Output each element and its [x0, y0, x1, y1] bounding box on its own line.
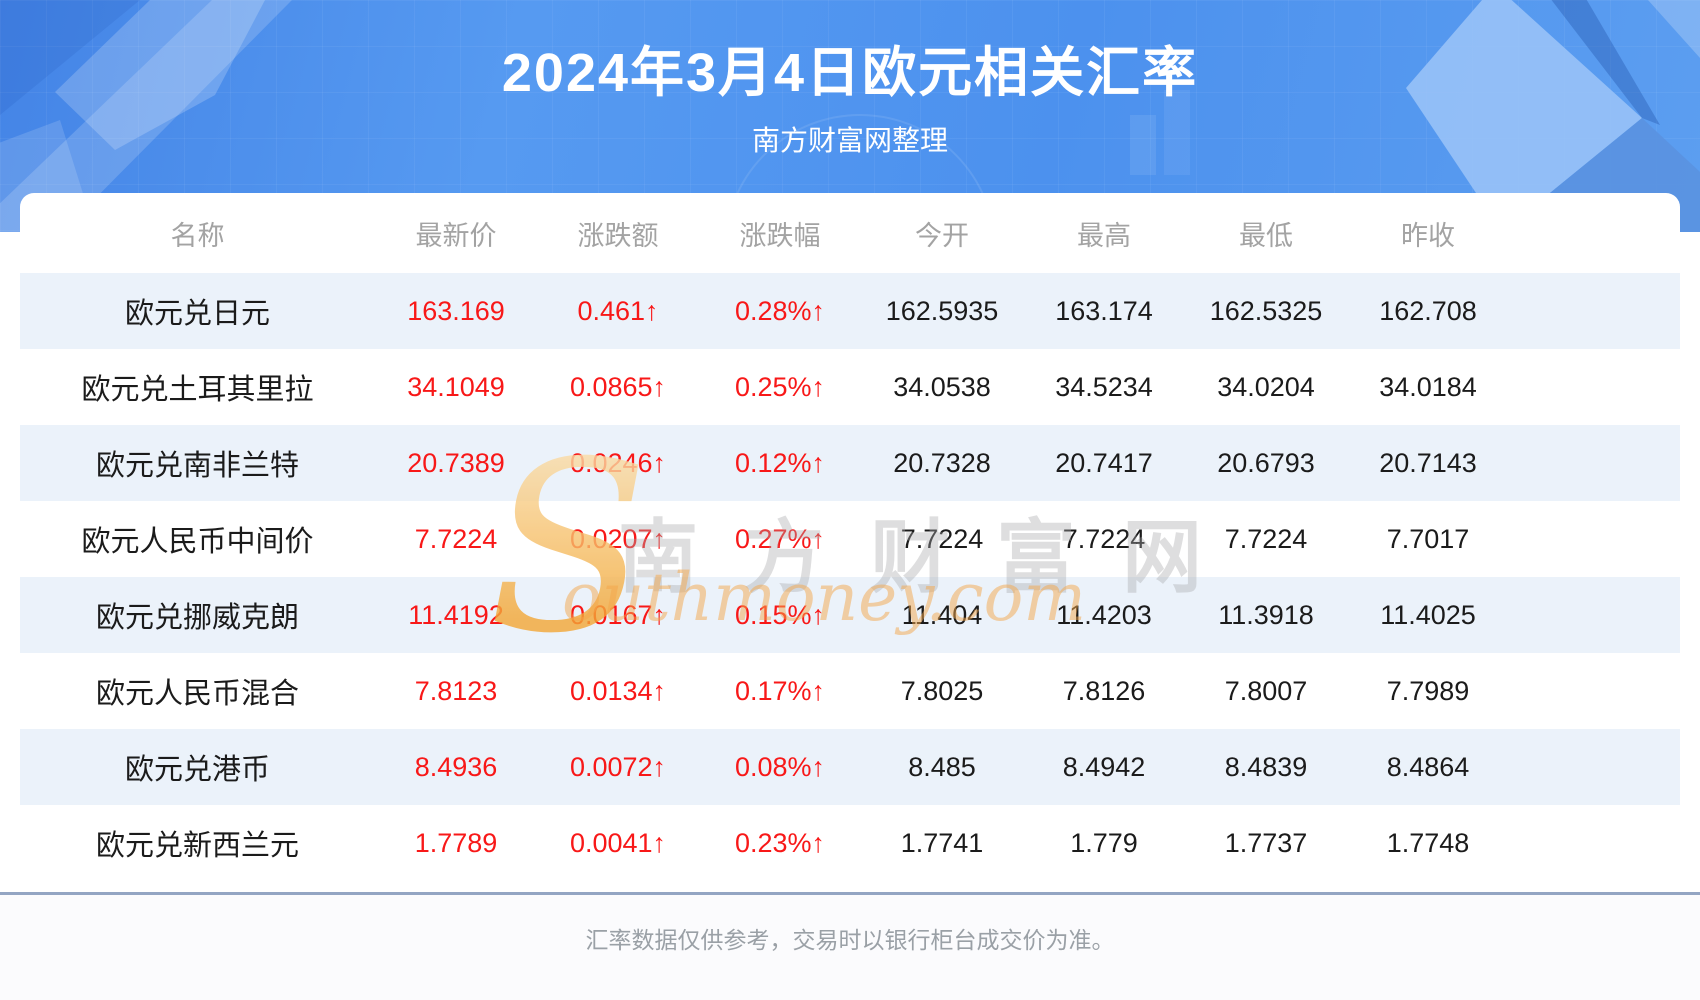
cell-name: 欧元人民币中间价: [81, 526, 314, 558]
cell-pct: 0.12%↑: [734, 447, 826, 478]
footer: 汇率数据仅供参考，交易时以银行柜台成交价为准。: [0, 895, 1700, 1000]
table-row: 欧元兑南非兰特 20.7389 0.0246↑ 0.12%↑ 20.7328 20.741…: [20, 425, 1680, 501]
table-row: 欧元兑新西兰元 1.7789 0.0041↑ 0.23%↑ 1.7741 1.779 1.7…: [20, 805, 1680, 881]
header-cell-low: 最低: [1239, 220, 1293, 251]
table-row: 欧元兑日元 163.169 0.461↑ 0.28%↑ 162.5935 163.174 1…: [20, 273, 1680, 349]
cell-open: 20.7328: [893, 447, 991, 478]
cell-high: 7.8126: [1062, 675, 1146, 706]
cell-latest: 8.4936: [414, 751, 498, 782]
cell-prev: 7.7017: [1386, 523, 1470, 554]
header-cell-prev: 昨收: [1401, 220, 1455, 251]
table-header: 名称 最新价 涨跌额 涨跌幅 今开 最高 最低 昨收: [20, 193, 1680, 273]
cell-open: 7.8025: [900, 675, 984, 706]
table-row: 欧元人民币中间价 7.7224 0.0207↑ 0.27%↑ 7.7224 7.7224 7…: [20, 501, 1680, 577]
banner: 2024年3月4日欧元相关汇率 南方财富网整理: [0, 0, 1700, 232]
cell-prev: 34.0184: [1379, 371, 1477, 402]
cell-change: 0.0072↑: [569, 751, 667, 782]
cell-high: 163.174: [1055, 295, 1153, 326]
cell-latest: 7.7224: [414, 523, 498, 554]
cell-pct: 0.27%↑: [734, 523, 826, 554]
cell-name: 欧元兑日元: [124, 298, 270, 330]
cell-name: 欧元人民币混合: [95, 678, 299, 710]
footer-divider: [0, 892, 1700, 895]
cell-high: 7.7224: [1062, 523, 1146, 554]
banner-bar-icon: [1130, 115, 1156, 175]
cell-change: 0.0246↑: [569, 447, 667, 478]
cell-prev: 8.4864: [1386, 751, 1470, 782]
cell-prev: 1.7748: [1386, 827, 1470, 858]
cell-latest: 20.7389: [407, 447, 505, 478]
cell-latest: 11.4192: [408, 599, 504, 630]
cell-change: 0.0865↑: [569, 371, 667, 402]
cell-low: 34.0204: [1217, 371, 1315, 402]
cell-high: 11.4203: [1056, 599, 1152, 630]
cell-low: 7.8007: [1224, 675, 1308, 706]
banner-bar-icon: [1164, 90, 1190, 175]
header-cell-change: 涨跌额: [577, 220, 659, 251]
banner-shape-right-corner: [1648, 0, 1700, 58]
cell-change: 0.0041↑: [569, 827, 667, 858]
table-row: 欧元兑土耳其里拉 34.1049 0.0865↑ 0.25%↑ 34.0538 34.52…: [20, 349, 1680, 425]
cell-name: 欧元兑土耳其里拉: [81, 374, 314, 406]
cell-low: 1.7737: [1224, 827, 1308, 858]
table-row: 欧元人民币混合 7.8123 0.0134↑ 0.17%↑ 7.8025 7.8126 7.…: [20, 653, 1680, 729]
cell-pct: 0.23%↑: [734, 827, 826, 858]
cell-low: 162.5325: [1209, 295, 1323, 326]
cell-pct: 0.28%↑: [734, 295, 826, 326]
cell-low: 20.6793: [1217, 447, 1315, 478]
cell-change: 0.0167↑: [569, 599, 667, 630]
cell-high: 20.7417: [1055, 447, 1153, 478]
cell-change: 0.461↑: [577, 295, 659, 326]
cell-open: 1.7741: [900, 827, 984, 858]
cell-latest: 34.1049: [407, 371, 505, 402]
cell-name: 欧元兑港币: [124, 754, 270, 786]
cell-change: 0.0207↑: [569, 523, 667, 554]
table-body: 欧元兑日元 163.169 0.461↑ 0.28%↑ 162.5935 163.174 1…: [20, 273, 1680, 881]
cell-name: 欧元兑挪威克朗: [95, 602, 299, 634]
cell-latest: 163.169: [407, 295, 505, 326]
cell-open: 11.404: [901, 599, 983, 630]
header-cell-open: 今开: [915, 220, 969, 251]
cell-low: 7.7224: [1224, 523, 1308, 554]
banner-prism-face: [1406, 0, 1642, 232]
banner-prism-edge: [1551, 0, 1660, 125]
cell-prev: 20.7143: [1379, 447, 1477, 478]
cell-open: 8.485: [908, 751, 976, 782]
cell-name: 欧元兑南非兰特: [95, 450, 299, 482]
cell-pct: 0.15%↑: [734, 599, 826, 630]
cell-low: 8.4839: [1224, 751, 1308, 782]
cell-prev: 162.708: [1379, 295, 1477, 326]
cell-high: 1.779: [1070, 827, 1138, 858]
cell-open: 162.5935: [885, 295, 999, 326]
header-cell-high: 最高: [1077, 220, 1131, 251]
table-row: 欧元兑挪威克朗 11.4192 0.0167↑ 0.15%↑ 11.404 11.4203…: [20, 577, 1680, 653]
cell-change: 0.0134↑: [569, 675, 667, 706]
cell-high: 8.4942: [1062, 751, 1146, 782]
cell-pct: 0.17%↑: [734, 675, 826, 706]
cell-pct: 0.25%↑: [734, 371, 826, 402]
cell-pct: 0.08%↑: [734, 751, 826, 782]
banner-shape-left-corner: [0, 0, 140, 115]
footer-note: 汇率数据仅供参考，交易时以银行柜台成交价为准。: [585, 927, 1115, 953]
header-cell-pct: 涨跌幅: [739, 220, 821, 251]
cell-latest: 7.8123: [414, 675, 498, 706]
cell-low: 11.3918: [1218, 599, 1314, 630]
cell-name: 欧元兑新西兰元: [95, 830, 299, 862]
cell-open: 34.0538: [893, 371, 991, 402]
rates-table-card: 名称 最新价 涨跌额 涨跌幅 今开 最高 最低 昨收 欧元兑日元 163.169 0.461↑ 0.…: [20, 193, 1680, 892]
banner-shape-left-face: [55, 0, 265, 150]
banner-shape-left-stripe: [0, 0, 292, 232]
cell-high: 34.5234: [1055, 371, 1153, 402]
header-cell-name: 名称: [170, 220, 225, 251]
cell-prev: 11.4025: [1380, 599, 1476, 630]
banner-circle: [725, 114, 995, 232]
header-cell-latest: 最新价: [415, 220, 497, 251]
cell-open: 7.7224: [900, 523, 984, 554]
page-subtitle: 南方财富网整理: [751, 125, 948, 156]
cell-prev: 7.7989: [1386, 675, 1470, 706]
table-row: 欧元兑港币 8.4936 0.0072↑ 0.08%↑ 8.485 8.4942 8.483…: [20, 729, 1680, 805]
cell-latest: 1.7789: [414, 827, 498, 858]
page-title: 2024年3月4日欧元相关汇率: [501, 43, 1199, 103]
